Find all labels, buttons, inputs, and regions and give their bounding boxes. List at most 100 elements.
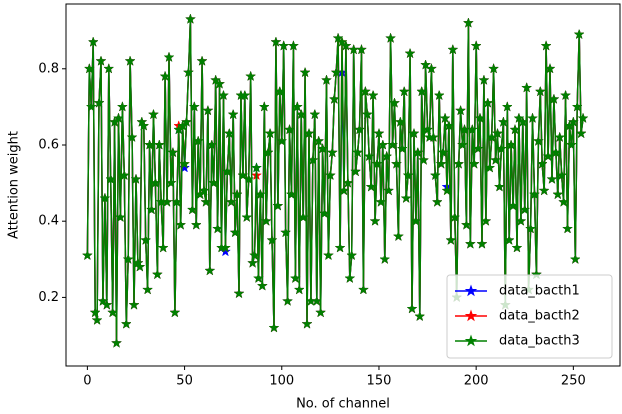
marker [159, 70, 171, 82]
marker [124, 55, 136, 66]
marker [190, 219, 202, 230]
marker [361, 108, 373, 120]
marker [185, 13, 196, 24]
marker [365, 181, 377, 192]
marker [517, 116, 529, 127]
marker [315, 306, 327, 318]
marker [97, 295, 109, 306]
marker [396, 143, 408, 154]
marker [554, 131, 566, 143]
marker [381, 150, 393, 162]
marker [505, 139, 517, 150]
marker [556, 169, 568, 181]
marker [355, 43, 367, 55]
x-tick-label: 250 [561, 374, 586, 389]
marker [445, 234, 457, 245]
marker [186, 204, 198, 215]
marker [231, 188, 243, 200]
marker [114, 211, 126, 223]
marker [437, 146, 449, 158]
marker [179, 158, 190, 169]
marker [509, 123, 521, 135]
marker [392, 230, 404, 242]
marker [377, 139, 389, 150]
marker [219, 242, 231, 253]
marker [149, 177, 161, 188]
marker [540, 40, 552, 51]
marker [328, 93, 340, 104]
marker [146, 204, 158, 215]
marker [239, 89, 251, 101]
marker [412, 146, 424, 158]
marker [229, 226, 241, 238]
marker [511, 242, 523, 253]
marker [488, 63, 500, 74]
marker [260, 215, 272, 226]
marker [420, 59, 432, 70]
marker [249, 249, 261, 261]
marker [344, 272, 356, 284]
marker [528, 188, 540, 200]
marker [270, 36, 282, 47]
marker [188, 101, 200, 112]
marker [552, 188, 564, 200]
marker [258, 101, 270, 112]
marker [253, 272, 264, 284]
marker [151, 268, 163, 280]
marker [571, 101, 583, 112]
marker [367, 89, 379, 101]
marker [342, 177, 354, 188]
marker [116, 101, 128, 112]
marker [299, 66, 311, 78]
marker [390, 158, 402, 169]
marker [493, 181, 505, 192]
marker [332, 32, 344, 43]
marker [472, 143, 484, 154]
marker [534, 85, 546, 97]
marker [144, 139, 156, 150]
marker [544, 63, 556, 74]
marker [223, 127, 235, 139]
marker [394, 116, 406, 127]
marker [400, 192, 412, 204]
marker [495, 143, 507, 154]
marker [225, 196, 237, 207]
marker [274, 85, 286, 97]
marker [379, 253, 391, 265]
marker [278, 40, 290, 51]
marker [295, 108, 307, 120]
marker [398, 85, 410, 97]
marker [214, 78, 226, 89]
y-tick-label: 0.2 [38, 290, 59, 305]
marker [118, 169, 130, 181]
marker [470, 40, 482, 51]
marker [120, 318, 132, 329]
x-tick-label: 0 [83, 374, 91, 389]
x-axis-label: No. of channel [296, 397, 390, 412]
marker [425, 63, 437, 74]
marker [198, 184, 210, 196]
marker [565, 139, 577, 150]
marker [558, 196, 570, 207]
marker [548, 93, 560, 104]
marker [182, 66, 194, 78]
marker [439, 112, 451, 124]
marker [105, 173, 117, 184]
marker [373, 127, 385, 139]
marker [171, 196, 183, 207]
marker [247, 257, 259, 268]
marker [221, 165, 233, 177]
marker [101, 299, 113, 310]
marker [371, 158, 383, 169]
marker [492, 127, 504, 139]
marker [165, 177, 177, 188]
marker [311, 295, 323, 306]
marker [542, 150, 554, 162]
marker [181, 116, 193, 127]
legend-label: data_bacth3 [499, 334, 580, 349]
marker [536, 158, 548, 169]
marker [200, 196, 212, 207]
marker [175, 219, 187, 230]
marker [83, 63, 95, 74]
